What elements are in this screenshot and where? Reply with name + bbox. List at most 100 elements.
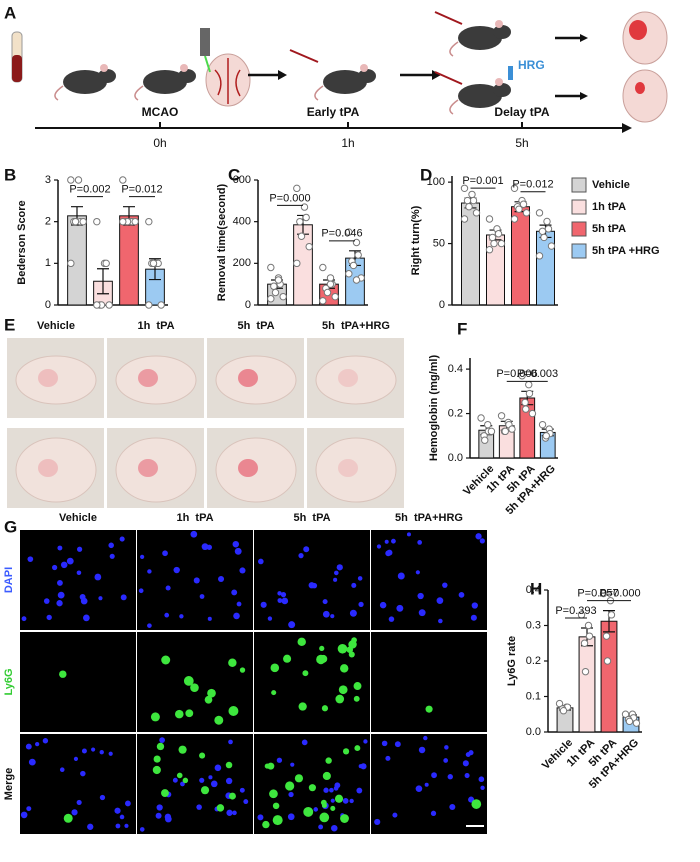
- panel-label: H: [530, 579, 542, 598]
- neutrophil: [320, 799, 327, 806]
- nucleus: [475, 533, 482, 540]
- nucleus: [218, 575, 225, 583]
- neutrophil: [321, 705, 329, 712]
- neutrophil: [319, 812, 330, 823]
- image-column-label: 5h tPA: [293, 512, 330, 524]
- error-bar: [97, 268, 109, 295]
- nucleus: [417, 540, 423, 545]
- nucleus: [199, 594, 205, 599]
- nucleus: [199, 777, 205, 783]
- data-point: [463, 196, 472, 205]
- neutrophil: [319, 645, 325, 652]
- nucleus: [417, 592, 424, 600]
- nucleus: [234, 547, 242, 555]
- nucleus: [436, 597, 444, 604]
- brain-tissue: [115, 437, 197, 503]
- nucleus: [83, 614, 90, 622]
- nucleus: [109, 553, 115, 559]
- nucleus: [225, 777, 233, 785]
- mouse-tails: [54, 41, 459, 115]
- neutrophil: [353, 682, 362, 690]
- nucleus: [108, 751, 113, 756]
- y-tick-label: 200: [233, 257, 251, 269]
- neutrophil: [182, 777, 189, 784]
- nucleus: [193, 577, 200, 584]
- data-point: [538, 227, 547, 235]
- nucleus: [147, 623, 152, 628]
- nucleus: [196, 804, 202, 810]
- nucleus: [260, 601, 267, 608]
- nucleus: [331, 824, 338, 832]
- data-point: [345, 228, 353, 236]
- nucleus: [394, 741, 401, 748]
- panel-label: D: [420, 165, 432, 184]
- data-point: [468, 190, 476, 199]
- data-point: [74, 176, 83, 184]
- data-point: [522, 405, 530, 413]
- neutrophil: [297, 637, 306, 647]
- nucleus: [57, 591, 65, 599]
- image-row-label: Ly6G: [3, 668, 15, 695]
- neutrophil: [330, 805, 336, 811]
- y-tick-label: 0: [439, 299, 445, 311]
- p-value: P=0.002: [69, 184, 110, 196]
- nucleus: [298, 552, 304, 559]
- data-point: [93, 217, 101, 226]
- event-label: Delay tPA: [494, 105, 549, 119]
- lesion: [238, 459, 258, 477]
- data-point: [485, 215, 494, 223]
- y-tick-label: 0.4: [526, 584, 541, 596]
- neutrophil: [471, 799, 482, 809]
- neutrophil: [298, 702, 307, 711]
- p-value: P=0.000: [269, 192, 310, 204]
- data-point: [293, 184, 301, 193]
- nucleus: [226, 809, 233, 816]
- nucleus: [139, 827, 145, 832]
- data-point: [632, 719, 641, 727]
- neutrophil: [338, 685, 348, 695]
- y-axis-label: Removal time(second): [216, 183, 228, 301]
- neutrophil: [178, 745, 187, 754]
- micrograph: [371, 734, 487, 834]
- nucleus: [231, 589, 238, 596]
- y-tick-label: 600: [233, 174, 251, 186]
- p-value: P=0.057: [577, 587, 618, 599]
- micrograph: [254, 734, 370, 834]
- image-row-label: Merge: [3, 768, 15, 800]
- nucleus: [480, 785, 485, 790]
- data-point: [345, 270, 353, 278]
- neutrophil: [425, 705, 433, 713]
- neutrophil: [185, 709, 194, 718]
- nucleus: [59, 767, 65, 773]
- nucleus: [311, 582, 318, 589]
- brain-tissue: [315, 355, 397, 405]
- p-value: P=0.003: [517, 368, 558, 380]
- nucleus: [301, 739, 308, 746]
- nucleus: [444, 745, 449, 750]
- y-tick-label: 0.1: [526, 690, 541, 702]
- neutrophil: [225, 761, 233, 769]
- nucleus: [415, 785, 423, 793]
- data-point: [477, 414, 485, 422]
- nucleus: [114, 807, 121, 814]
- neutrophil: [335, 694, 345, 704]
- data-point: [607, 611, 616, 619]
- data-point: [584, 621, 593, 630]
- laser: [204, 55, 211, 73]
- nucleus: [26, 806, 32, 812]
- nucleus: [190, 530, 198, 538]
- nucleus: [384, 539, 389, 544]
- neutrophil: [228, 658, 237, 667]
- neutrophil: [228, 792, 236, 800]
- micrograph: [20, 734, 136, 834]
- data-point: [544, 225, 553, 233]
- y-tick-label: 0.2: [448, 407, 463, 419]
- nucleus: [288, 621, 296, 629]
- nucleus: [25, 743, 32, 750]
- nucleus: [392, 812, 398, 818]
- neutrophil: [199, 752, 206, 759]
- neutrophil: [200, 786, 210, 795]
- neutrophil: [152, 765, 161, 775]
- nucleus: [159, 737, 165, 744]
- nucleus: [464, 772, 470, 779]
